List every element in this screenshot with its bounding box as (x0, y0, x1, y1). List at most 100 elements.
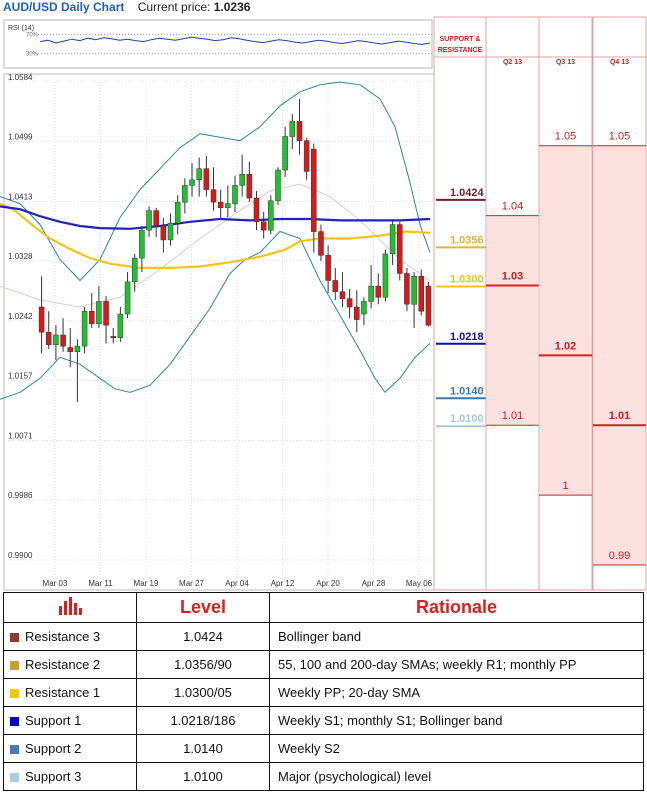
candle-body (189, 179, 195, 186)
candle-body (160, 225, 167, 241)
candle-body (318, 231, 324, 256)
candle-body (246, 173, 253, 199)
forecast-value: 1 (562, 480, 568, 492)
row-name: Resistance 1 (3, 678, 137, 707)
candle-body (117, 313, 124, 339)
candle-body (38, 306, 45, 333)
sr-level-value: 1.0300 (450, 273, 484, 285)
candle-body (182, 185, 188, 203)
table-header-level: Level (136, 592, 270, 623)
x-tick-label: Mar 11 (88, 579, 113, 588)
x-tick-label: Apr 12 (271, 579, 295, 588)
table-row: Support 2 1.0140 Weekly S2 (3, 734, 644, 763)
table-header-rationale: Rationale (269, 592, 644, 623)
row-color-swatch (10, 689, 19, 699)
sr-level-value: 1.0218 (450, 331, 484, 343)
candle-body (225, 203, 231, 209)
candle-body (411, 276, 417, 305)
row-name: Support 3 (3, 762, 137, 791)
forecast-column-label: Q3 13 (556, 59, 575, 66)
candle-body (60, 334, 66, 347)
candle-body (110, 336, 116, 339)
row-rationale: Weekly S1; monthly S1; Bollinger band (269, 706, 644, 735)
y-tick-label: 0.9900 (8, 551, 33, 560)
row-rationale: Weekly PP; 20-day SMA (269, 678, 644, 707)
y-tick-label: 1.0071 (8, 432, 33, 441)
candle-body (368, 285, 374, 302)
table-row: Resistance 3 1.0424 Bollinger band (3, 622, 644, 651)
candle-body (53, 334, 59, 346)
forecast-range-bar (540, 145, 591, 496)
candle-body (425, 285, 432, 326)
rsi-label: RSI (14) (8, 25, 34, 32)
sma-yellow-line (0, 202, 431, 269)
row-level: 1.0300/05 (136, 678, 270, 707)
candle-body (346, 298, 353, 308)
table-header-icon (3, 592, 137, 623)
row-rationale: 55, 100 and 200-day SMAs; weekly R1; mon… (269, 650, 644, 679)
table-header-row: Level Rationale (3, 592, 644, 623)
candle-body (296, 120, 303, 141)
forecast-column-label: Q2 13 (503, 59, 522, 66)
table-row: Resistance 2 1.0356/90 55, 100 and 200-day… (3, 650, 644, 679)
x-tick-label: Mar 19 (134, 579, 159, 588)
row-color-swatch (10, 717, 19, 727)
row-name-label: Support 1 (25, 713, 82, 728)
candle-body (389, 224, 396, 255)
forecast-value: 1.05 (609, 131, 630, 143)
rsi-frame (3, 19, 433, 69)
y-tick-label: 1.0157 (8, 371, 33, 380)
table-row: Support 3 1.0100 Major (psychological) lev… (3, 762, 644, 791)
candle-body (174, 201, 181, 224)
bollinger-upper (0, 81, 431, 282)
current-price-value: 1.0236 (213, 0, 251, 14)
rsi-level-label: 70% (26, 32, 39, 38)
forecast-value: 1.01 (609, 410, 630, 422)
row-color-swatch (10, 633, 19, 643)
y-tick-label: 1.0499 (8, 132, 33, 141)
chart-title: AUD/USD Daily Chart (3, 0, 125, 14)
candle-body (67, 347, 73, 352)
forecast-value: 1.04 (502, 201, 523, 213)
y-tick-label: 1.0413 (8, 193, 33, 202)
candle-body (397, 224, 403, 274)
row-color-swatch (10, 773, 19, 783)
candle-body (45, 331, 52, 346)
rsi-panel: RSI (14)70% 30% (3, 19, 433, 69)
forecast-column-label: Q4 13 (610, 59, 629, 66)
candle-body (210, 189, 217, 203)
candle-body (260, 221, 267, 231)
row-rationale: Major (psychological) level (269, 762, 644, 791)
forecast-value: 1.01 (502, 410, 523, 422)
row-name: Support 1 (3, 706, 137, 735)
row-name-label: Support 3 (25, 769, 82, 784)
candle-body (282, 136, 288, 171)
x-tick-label: Mar 03 (43, 579, 68, 588)
candle-body (124, 281, 131, 315)
candle-body (404, 273, 410, 305)
row-level: 1.0218/186 (136, 706, 270, 735)
row-level: 1.0424 (136, 622, 270, 651)
candle-body (88, 310, 95, 325)
candle-body (203, 168, 210, 190)
row-level: 1.0356/90 (136, 650, 270, 679)
rsi-level-label: 30% (26, 52, 39, 58)
candle-body (354, 306, 360, 320)
support-resistance-panel: SUPPORT & RESISTANCE 1.0424 1.0356 1.0300 1.0… (433, 16, 487, 591)
row-name: Resistance 2 (3, 650, 137, 679)
forecast-value: 1.03 (502, 270, 523, 282)
row-name-label: Resistance 2 (25, 657, 101, 672)
sr-header-line1: SUPPORT & (440, 36, 481, 43)
candle-body (167, 222, 174, 241)
candle-body (275, 169, 281, 202)
candle-body (96, 301, 102, 325)
sr-frame (433, 16, 487, 591)
candle-body (239, 173, 245, 186)
candle-body (332, 280, 339, 292)
y-tick-label: 0.9986 (8, 491, 33, 500)
candle-body (289, 120, 296, 137)
table-row: Support 1 1.0218/186 Weekly S1; monthly S1… (3, 706, 644, 735)
y-tick-label: 1.0584 (8, 73, 33, 82)
current-price-label: Current price: (137, 0, 211, 14)
